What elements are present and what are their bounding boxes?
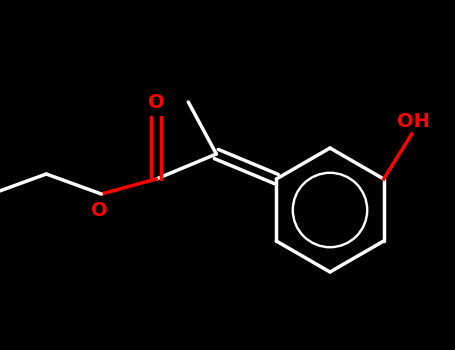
Text: O: O (91, 201, 108, 219)
Text: OH: OH (397, 112, 430, 132)
Text: O: O (148, 93, 165, 112)
